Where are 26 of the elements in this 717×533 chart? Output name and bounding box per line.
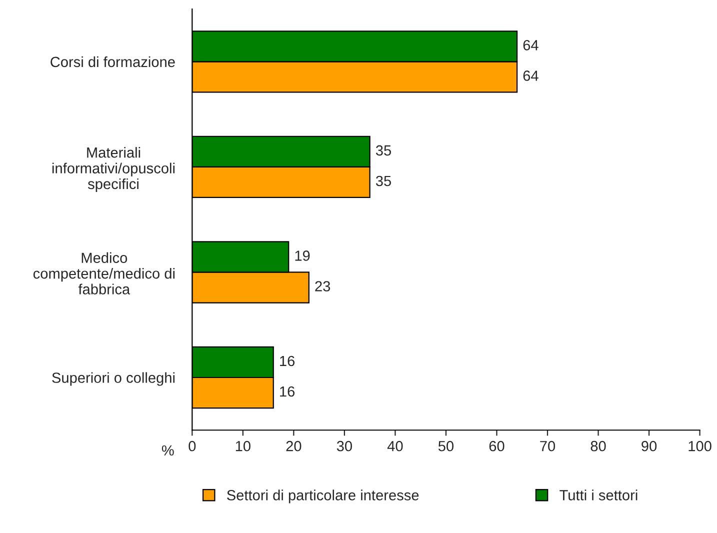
data-label: 19: [295, 250, 310, 261]
legend-label: Settori di particolare interesse: [227, 490, 419, 504]
data-label: 16: [280, 386, 295, 397]
x-tick-label: 70: [540, 440, 556, 452]
data-label: 64: [523, 70, 538, 81]
x-tick-label: 60: [489, 440, 504, 452]
x-tick-label: 80: [590, 440, 606, 452]
x-tick-label: 20: [286, 440, 302, 452]
data-label: 23: [315, 281, 330, 292]
x-tick-label: 90: [642, 440, 657, 452]
x-tick-label: 50: [438, 440, 454, 452]
x-tick-label: 0: [188, 440, 196, 452]
y-tick-label: Materiali informativi/opuscoli specifici: [52, 147, 175, 192]
x-tick-label: 10: [236, 440, 250, 452]
data-label: 35: [376, 145, 391, 156]
data-label: 35: [376, 176, 391, 186]
x-tick-label: 100: [688, 440, 712, 452]
y-tick-label: Corsi di formazione: [50, 56, 175, 68]
y-tick-label: Superiori o colleghi: [52, 372, 175, 386]
x-axis-title: %: [162, 445, 174, 456]
legend-label: Tutti i settori: [560, 490, 638, 500]
x-tick-label: 40: [387, 440, 403, 452]
data-label: 16: [280, 356, 295, 366]
data-label: 64: [523, 40, 538, 50]
y-tick-label: Medico competente/medico di fabbrica: [33, 252, 175, 294]
x-tick-label: 30: [336, 440, 352, 452]
